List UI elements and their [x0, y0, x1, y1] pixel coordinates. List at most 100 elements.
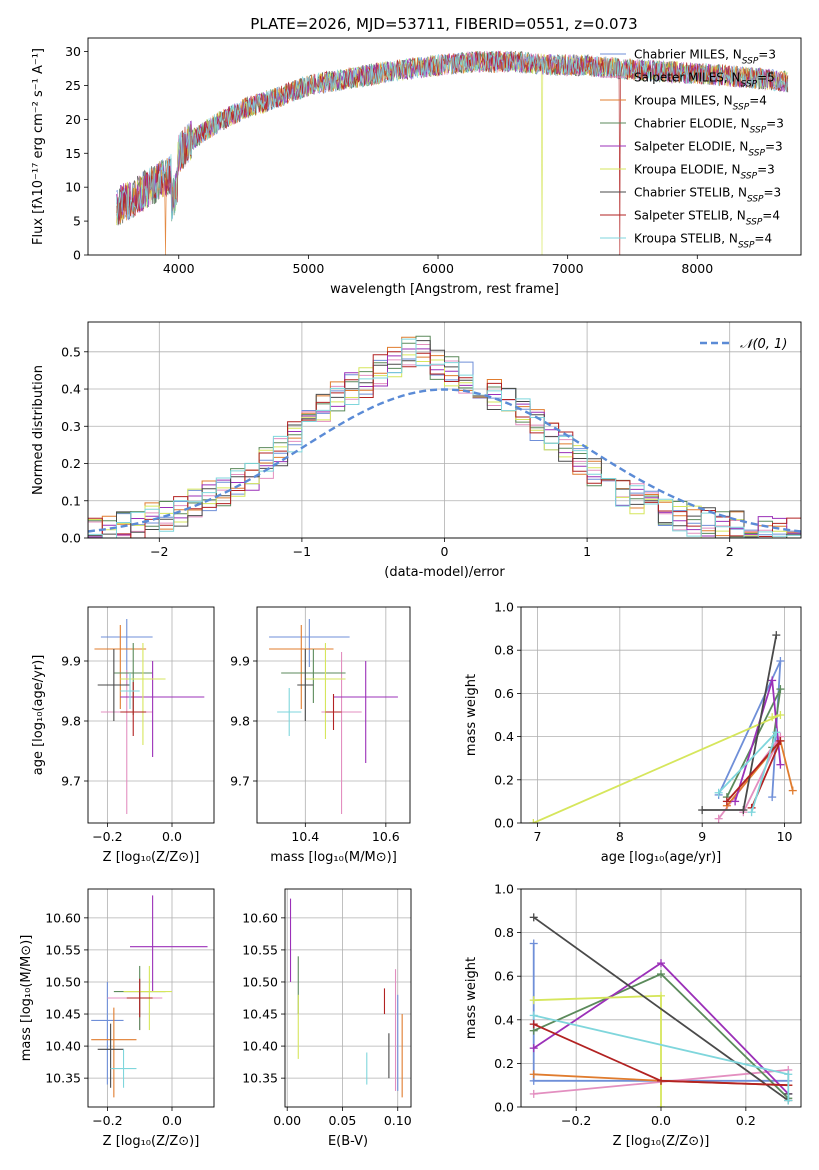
plus-marker — [529, 996, 538, 1005]
x-tick-label: 9 — [698, 829, 706, 844]
x-tick-label: 5000 — [292, 261, 324, 276]
plus-marker — [747, 808, 756, 817]
x-tick-label: 8000 — [681, 261, 713, 276]
y-tick-label: 9.7 — [230, 774, 250, 789]
errorbar-point — [305, 643, 346, 739]
axes-frame — [284, 888, 412, 1108]
y-tick-label: 0.5 — [61, 344, 81, 359]
y-tick-label: 9.9 — [61, 654, 81, 669]
panel-age-vs-mass: 10.4 10.6 9.7 9.8 9.9 mass [log₁₀(M/M⊙)] — [230, 606, 411, 865]
x-tick-label: 8 — [616, 829, 624, 844]
y-tick-label: 10.45 — [45, 1007, 81, 1022]
axes-frame — [520, 888, 802, 1108]
y-axis-label: Flux [fλ10⁻¹⁷ erg cm⁻² s⁻¹ A⁻¹] — [31, 48, 46, 245]
plus-marker — [529, 939, 538, 948]
x-tick-label: 7 — [533, 829, 541, 844]
plus-marker — [784, 1096, 793, 1105]
histogram-series — [88, 351, 801, 538]
plus-marker — [768, 713, 777, 722]
x-tick-label: 10.4 — [291, 829, 319, 844]
errorbar-point — [130, 895, 208, 992]
plus-marker — [776, 657, 785, 665]
plus-marker — [776, 685, 785, 694]
y-tick-label: 1.0 — [494, 600, 514, 615]
x-tick-label: 0.05 — [329, 1113, 357, 1128]
y-tick-label: 10.40 — [242, 1039, 278, 1054]
y-tick-label: 5 — [73, 214, 81, 229]
panel-residuals: −2 −1 0 1 2 0.0 0.1 0.2 0.3 0.4 0.5 (data-model)/er… — [31, 321, 802, 580]
normal-reference-curve — [88, 388, 801, 533]
legend-entry: Kroupa ELODIE, NSSP=3 — [634, 163, 775, 182]
x-tick-label: −1 — [293, 544, 311, 559]
plus-marker — [529, 1070, 538, 1079]
panel-massweight-vs-age: 7 8 9 10 0.0 0.2 0.4 0.6 0.8 1.0 age [log₁₀(age/yr… — [464, 600, 802, 865]
plus-marker — [784, 1070, 793, 1079]
panel-spectrum: 4000 5000 6000 7000 8000 0 5 10 15 20 25 30 waveleng… — [31, 37, 802, 297]
x-axis-label: Z [log₁₀(Z/Z⊙)] — [613, 1134, 710, 1149]
errorbar-point — [110, 1049, 137, 1088]
plus-marker — [768, 793, 777, 802]
x-tick-label: 0.0 — [162, 829, 182, 844]
y-tick-label: 0.6 — [494, 969, 514, 984]
y-tick-label: 0.1 — [61, 493, 81, 508]
y-tick-label: 20 — [65, 112, 81, 127]
x-tick-label: 2 — [726, 544, 734, 559]
y-tick-label: 10.35 — [45, 1071, 81, 1086]
x-tick-label: −0.2 — [561, 1113, 591, 1128]
legend-entry: Chabrier ELODIE, NSSP=3 — [634, 117, 784, 136]
y-tick-label: 0.8 — [494, 643, 514, 658]
y-tick-label: 0.2 — [494, 1056, 514, 1071]
y-tick-label: 0.0 — [494, 1100, 514, 1115]
plus-marker — [529, 1044, 538, 1053]
y-tick-label: 10.55 — [242, 942, 278, 957]
errorbar-point — [97, 649, 130, 721]
plot-area — [269, 619, 398, 814]
x-tick-label: 0.0 — [651, 1113, 671, 1128]
x-tick-label: 0.2 — [736, 1113, 756, 1128]
plus-marker — [657, 1076, 665, 1085]
y-axis-label: mass [log₁₀(M/M⊙)] — [19, 935, 34, 1062]
panel-age-vs-Z: −0.2 0.0 9.7 9.8 9.9 Z [log₁₀(Z/Z⊙)] age [log₁… — [31, 606, 215, 865]
x-tick-label: 0.10 — [384, 1113, 412, 1128]
y-tick-label: 10 — [65, 180, 81, 195]
panel-mass-vs-ebv: 0.00 0.05 0.10 10.35 10.40 10.45 10.50 10.55 10.… — [242, 888, 412, 1149]
y-tick-label: 10.60 — [45, 910, 81, 925]
y-tick-label: 10.35 — [242, 1071, 278, 1086]
y-tick-label: 0.6 — [494, 686, 514, 701]
plot-area — [94, 619, 205, 814]
errorbar-point — [277, 688, 302, 736]
plus-marker — [529, 1011, 538, 1020]
errorbar-point — [126, 978, 153, 1018]
errorbar-point — [269, 619, 350, 667]
x-tick-label: 4000 — [163, 261, 195, 276]
y-tick-label: 0.8 — [494, 925, 514, 940]
plot-area — [289, 898, 403, 1098]
y-axis-label: Normed distribution — [31, 365, 46, 495]
plot-area — [529, 631, 797, 823]
plus-marker — [657, 1103, 665, 1107]
y-axis-label: mass weight — [464, 674, 479, 756]
y-tick-label: 10.50 — [45, 974, 81, 989]
errorbar-point — [120, 682, 147, 736]
x-tick-label: 1 — [583, 544, 591, 559]
x-axis-label: Z [log₁₀(Z/Z⊙)] — [103, 1134, 200, 1149]
y-tick-label: 10.40 — [45, 1039, 81, 1054]
axes-frame — [87, 606, 215, 824]
errorbar-point — [333, 661, 398, 763]
errorbar-point — [120, 643, 166, 745]
errorbar-point — [120, 661, 205, 757]
plot-area — [91, 895, 208, 1098]
y-tick-label: 10.50 — [242, 974, 278, 989]
plus-marker — [657, 970, 665, 979]
y-tick-label: 0.0 — [61, 531, 81, 546]
y-tick-label: 9.7 — [61, 774, 81, 789]
errorbar-point — [94, 625, 147, 709]
x-tick-label: 10 — [777, 829, 793, 844]
x-tick-label: 0 — [441, 544, 449, 559]
legend: 𝒩(0, 1) — [700, 337, 787, 352]
axes-frame — [87, 888, 215, 1108]
legend-entry: Kroupa MILES, NSSP=4 — [634, 94, 767, 113]
axes-frame — [520, 606, 802, 824]
y-tick-label: 0.2 — [494, 772, 514, 787]
y-tick-label: 9.8 — [61, 714, 81, 729]
